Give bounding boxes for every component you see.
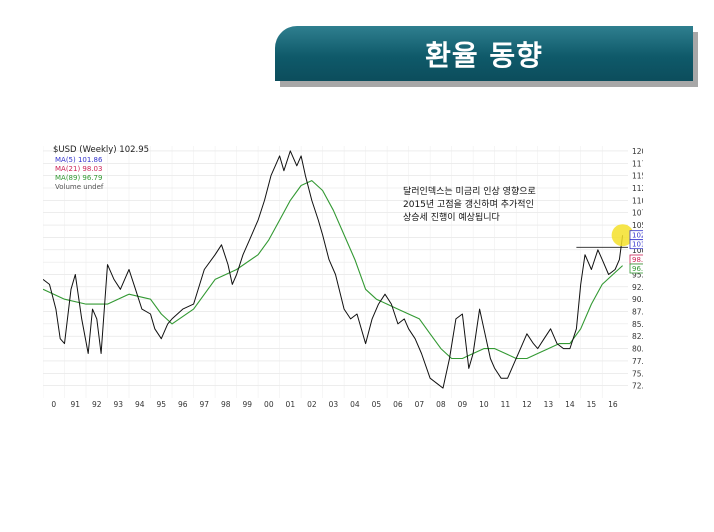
x-tick-label: 91 bbox=[70, 400, 80, 409]
legend-ma89: MA(89) 96.79 bbox=[55, 174, 102, 182]
x-tick-label: 04 bbox=[350, 400, 360, 409]
highlight-circle bbox=[611, 224, 634, 247]
x-tick-labels: 0 91 92 93 94 95 96 97 98 99 00 01 02 03 04 05 06 07 08 09 1… bbox=[51, 400, 618, 409]
slide-title: 환율 동향 bbox=[425, 38, 543, 72]
x-tick-label: 01 bbox=[286, 400, 296, 409]
x-tick-label: 95 bbox=[157, 400, 167, 409]
plot-area bbox=[43, 146, 628, 398]
chart-legend: $USD (Weekly) 102.95 MA(5) 101.86 MA(21)… bbox=[53, 145, 149, 191]
y-tick-label: 90.0 bbox=[632, 295, 643, 304]
gridlines bbox=[42, 146, 628, 398]
x-tick-label: 14 bbox=[565, 400, 575, 409]
y-tick-label: 75.0 bbox=[632, 369, 643, 378]
y-tick-label: 92.5 bbox=[632, 283, 643, 292]
x-tick-label: 08 bbox=[436, 400, 446, 409]
legend-ma5: MA(5) 101.86 bbox=[55, 156, 103, 164]
x-tick-label: 93 bbox=[114, 400, 124, 409]
usd-index-chart: 120.0117.5115.0112.5110.0107.5105.0102.5… bbox=[42, 145, 659, 409]
annotation-line-1: 달러인덱스는 미금리 인상 영향으로 bbox=[403, 185, 536, 197]
x-tick-label: 94 bbox=[135, 400, 145, 409]
chart-panel: 120.0117.5115.0112.5110.0107.5105.0102.5… bbox=[42, 140, 659, 410]
y-tick-label: 117.5 bbox=[632, 159, 643, 168]
y-tick-label: 115.0 bbox=[632, 172, 643, 181]
x-tick-label: 99 bbox=[243, 400, 253, 409]
y-tick-label: 105.0 bbox=[632, 221, 643, 230]
y-tick-label: 80.0 bbox=[632, 345, 643, 354]
series-line-usd bbox=[42, 150, 624, 389]
y-tick-label: 77.5 bbox=[632, 357, 643, 366]
title-banner: 환율 동향 bbox=[275, 26, 693, 81]
x-tick-label: 96 bbox=[178, 400, 188, 409]
series-line-ma89 bbox=[42, 180, 623, 360]
x-tick-label: 06 bbox=[393, 400, 403, 409]
annotation-box: 달러인덱스는 미금리 인상 영향으로 2015년 고점을 갱신하며 추가적인 상… bbox=[403, 185, 536, 223]
y-tick-label: 82.5 bbox=[632, 332, 643, 341]
series-layer bbox=[42, 150, 624, 389]
x-tick-label: 07 bbox=[415, 400, 425, 409]
x-tick-label: 09 bbox=[458, 400, 468, 409]
x-tick-label: 16 bbox=[608, 400, 618, 409]
annotation-line-2: 2015년 고점을 갱신하며 추가적인 bbox=[403, 198, 534, 210]
annotation-line-3: 상승세 진행이 예상됩니다 bbox=[403, 211, 501, 223]
x-tick-label: 12 bbox=[522, 400, 532, 409]
x-tick-label: 02 bbox=[307, 400, 317, 409]
x-tick-label: 15 bbox=[587, 400, 597, 409]
x-tick-label: 98 bbox=[221, 400, 231, 409]
y-tick-label: 110.0 bbox=[632, 196, 643, 205]
y-tick-label: 85.0 bbox=[632, 320, 643, 329]
y-tick-label: 100.0 bbox=[632, 246, 643, 255]
y-tick-labels: 120.0117.5115.0112.5110.0107.5105.0102.5… bbox=[632, 147, 654, 391]
x-tick-label: 11 bbox=[501, 400, 511, 409]
y-tick-label: 120.0 bbox=[632, 147, 643, 156]
x-tick-label: 05 bbox=[372, 400, 382, 409]
legend-ma21: MA(21) 98.03 bbox=[55, 165, 102, 173]
legend-volume: Volume undef bbox=[55, 183, 104, 191]
value-tag-label: 102.95 bbox=[632, 232, 643, 240]
x-tick-label: 03 bbox=[329, 400, 339, 409]
y-tick-label: 112.5 bbox=[632, 184, 643, 193]
x-tick-label: 97 bbox=[200, 400, 210, 409]
x-tick-label: 13 bbox=[544, 400, 554, 409]
x-tick-label: 00 bbox=[264, 400, 274, 409]
y-tick-label: 107.5 bbox=[632, 209, 643, 218]
value-tag-label: 101.86 bbox=[632, 241, 643, 249]
value-tag-label: 98.03 bbox=[632, 256, 643, 264]
chart-title: $USD (Weekly) 102.95 bbox=[53, 145, 149, 155]
y-tick-label: 72.5 bbox=[632, 382, 643, 391]
x-tick-label: 10 bbox=[479, 400, 489, 409]
x-tick-label: 0 bbox=[51, 400, 56, 409]
y-tick-label: 87.5 bbox=[632, 308, 643, 317]
value-tag-label: 96.79 bbox=[632, 265, 643, 273]
x-tick-label: 92 bbox=[92, 400, 102, 409]
y-tick-label: 95.0 bbox=[632, 270, 643, 279]
